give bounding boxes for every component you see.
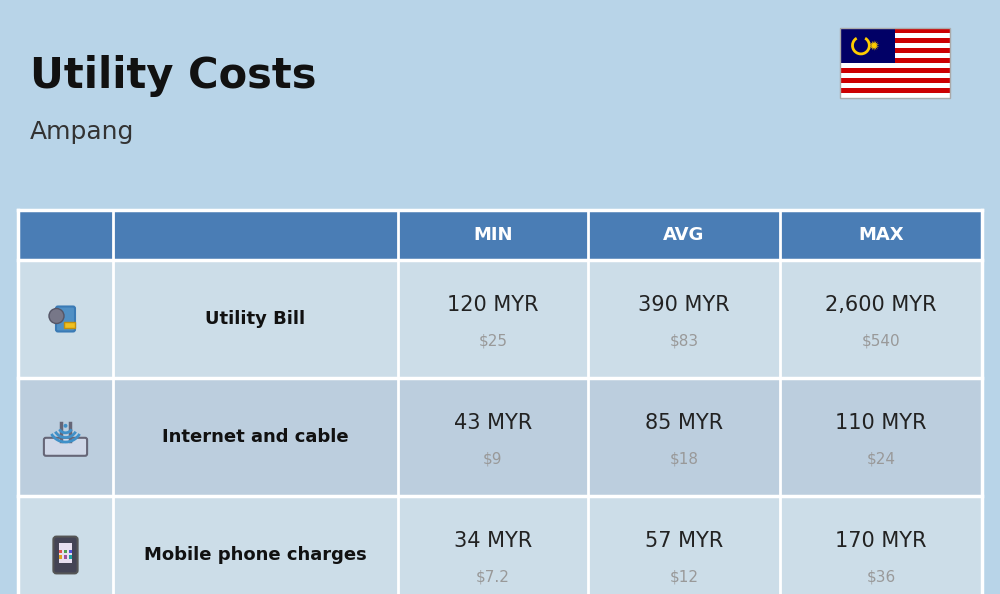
- Bar: [840, 83, 950, 88]
- Bar: [588, 260, 780, 378]
- Text: 43 MYR: 43 MYR: [454, 413, 532, 433]
- Text: $83: $83: [669, 333, 699, 349]
- Bar: [840, 43, 950, 48]
- FancyBboxPatch shape: [44, 438, 87, 456]
- Bar: [69, 550, 72, 554]
- Polygon shape: [869, 40, 879, 50]
- Bar: [840, 28, 950, 98]
- Text: $9: $9: [483, 451, 503, 466]
- Bar: [840, 78, 950, 83]
- Bar: [398, 378, 588, 496]
- Bar: [840, 93, 950, 98]
- Text: 2,600 MYR: 2,600 MYR: [825, 295, 937, 315]
- Text: 57 MYR: 57 MYR: [645, 531, 723, 551]
- Bar: [840, 53, 950, 58]
- Bar: [780, 378, 982, 496]
- Bar: [840, 73, 950, 78]
- Bar: [113, 210, 398, 260]
- Bar: [840, 58, 950, 63]
- Bar: [64, 555, 67, 559]
- Bar: [840, 28, 950, 33]
- Text: $25: $25: [479, 333, 508, 349]
- Text: $18: $18: [670, 451, 698, 466]
- Bar: [18, 496, 113, 594]
- Text: 85 MYR: 85 MYR: [645, 413, 723, 433]
- Bar: [780, 260, 982, 378]
- Bar: [59, 550, 62, 554]
- Bar: [840, 48, 950, 53]
- Circle shape: [49, 308, 64, 324]
- Bar: [18, 210, 113, 260]
- Text: Internet and cable: Internet and cable: [162, 428, 349, 446]
- Bar: [840, 28, 895, 63]
- Bar: [588, 496, 780, 594]
- Bar: [588, 210, 780, 260]
- Text: AVG: AVG: [663, 226, 705, 244]
- Text: Ampang: Ampang: [30, 120, 134, 144]
- Bar: [398, 496, 588, 594]
- Bar: [113, 496, 398, 594]
- Bar: [64, 550, 67, 554]
- Text: $24: $24: [866, 451, 896, 466]
- Bar: [840, 33, 950, 38]
- Text: $7.2: $7.2: [476, 570, 510, 584]
- Bar: [780, 210, 982, 260]
- Bar: [588, 378, 780, 496]
- Bar: [398, 210, 588, 260]
- Text: 34 MYR: 34 MYR: [454, 531, 532, 551]
- Text: $540: $540: [862, 333, 900, 349]
- Bar: [59, 555, 62, 559]
- Bar: [398, 260, 588, 378]
- Text: 390 MYR: 390 MYR: [638, 295, 730, 315]
- Bar: [18, 378, 113, 496]
- FancyBboxPatch shape: [53, 536, 78, 573]
- Bar: [64, 322, 74, 328]
- Text: $36: $36: [866, 570, 896, 584]
- Bar: [69, 555, 72, 559]
- Bar: [840, 38, 950, 43]
- Text: 170 MYR: 170 MYR: [835, 531, 927, 551]
- Bar: [59, 544, 72, 564]
- Text: $12: $12: [670, 570, 698, 584]
- Text: MIN: MIN: [473, 226, 513, 244]
- Bar: [840, 88, 950, 93]
- Bar: [840, 63, 950, 68]
- Text: 120 MYR: 120 MYR: [447, 295, 539, 315]
- Bar: [113, 378, 398, 496]
- FancyBboxPatch shape: [56, 307, 75, 331]
- Text: 110 MYR: 110 MYR: [835, 413, 927, 433]
- Bar: [18, 260, 113, 378]
- Bar: [840, 68, 950, 73]
- Bar: [780, 496, 982, 594]
- Wedge shape: [851, 37, 871, 55]
- Bar: [113, 260, 398, 378]
- Circle shape: [64, 424, 67, 428]
- Text: Utility Costs: Utility Costs: [30, 55, 316, 97]
- Text: Mobile phone charges: Mobile phone charges: [144, 546, 367, 564]
- Text: Utility Bill: Utility Bill: [205, 310, 306, 328]
- Text: MAX: MAX: [858, 226, 904, 244]
